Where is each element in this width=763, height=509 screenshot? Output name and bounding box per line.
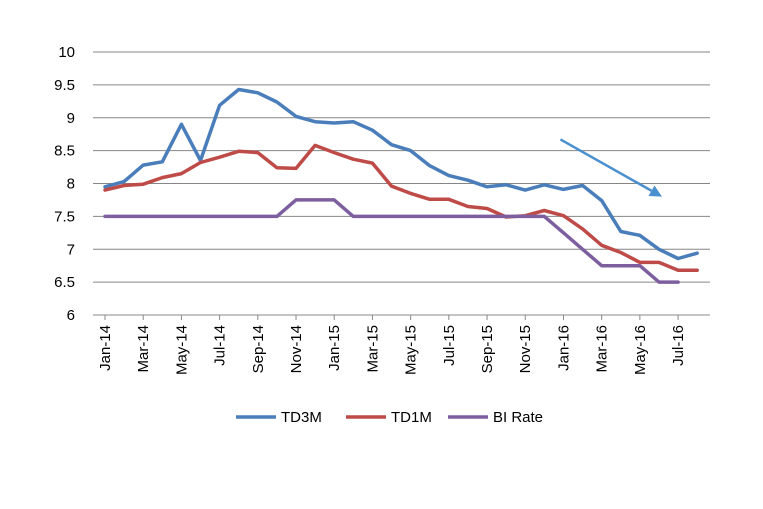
y-tick-label: 6	[67, 307, 75, 324]
x-tick-label: Jul-14	[212, 325, 229, 366]
legend: TD3M TD1M BI Rate	[236, 409, 543, 426]
gridlines	[93, 51, 710, 283]
trend-arrow-shaft	[559, 138, 653, 192]
y-tick-label: 8.5	[54, 143, 75, 160]
y-tick-label: 8	[67, 176, 75, 193]
x-axis-tick-labels: Jan-14 Mar-14 May-14 Jul-14 Sep-14 Nov-14 Jan-…	[97, 315, 687, 375]
x-tick-label: Mar-16	[594, 325, 611, 373]
trend-arrow-head	[648, 185, 662, 197]
x-tick-label: Jan-14	[97, 325, 114, 371]
legend-label: TD3M	[281, 409, 322, 426]
x-tick-label: Mar-14	[135, 325, 152, 373]
series-line-td1m	[103, 143, 699, 273]
y-tick-label: 7	[67, 241, 75, 258]
y-tick-label: 9.5	[54, 77, 75, 94]
x-tick-label: May-15	[403, 325, 420, 375]
trend-arrow-annotation	[559, 138, 662, 197]
x-tick-label: May-16	[632, 325, 649, 375]
y-tick-label: 6.5	[54, 274, 75, 291]
x-tick-label: May-14	[173, 325, 190, 375]
series-line-bi-rate	[103, 198, 680, 284]
x-tick-label: Nov-14	[288, 325, 305, 373]
x-tick-label: Jul-16	[670, 325, 687, 366]
y-tick-label: 9	[67, 110, 75, 127]
series-lines	[103, 87, 699, 284]
x-tick-label: Jul-15	[441, 325, 458, 366]
legend-label: BI Rate	[493, 409, 543, 426]
series-line-td3m	[103, 87, 699, 261]
x-tick-label: Nov-15	[517, 325, 534, 373]
x-tick-label: Sep-14	[250, 325, 267, 373]
y-axis-tick-labels: 6 6.5 7 7.5 8 8.5 9 9.5 10	[54, 44, 75, 324]
y-tick-label: 7.5	[54, 208, 75, 225]
legend-label: TD1M	[391, 409, 432, 426]
y-tick-label: 10	[58, 44, 75, 61]
x-tick-label: Mar-15	[364, 325, 381, 373]
x-tick-label: Jan-16	[555, 325, 572, 371]
x-tick-label: Jan-15	[326, 325, 343, 371]
x-tick-label: Sep-15	[479, 325, 496, 373]
